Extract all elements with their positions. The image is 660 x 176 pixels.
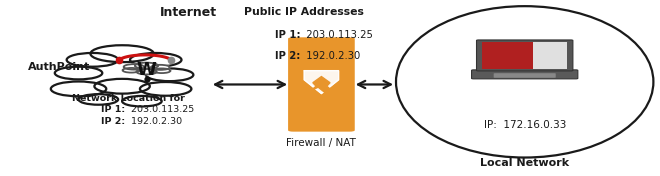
FancyBboxPatch shape <box>471 70 578 79</box>
Circle shape <box>55 67 102 79</box>
Circle shape <box>137 69 156 74</box>
FancyBboxPatch shape <box>482 42 533 69</box>
Text: Network Location for: Network Location for <box>72 94 185 103</box>
Text: IP 2:: IP 2: <box>101 117 125 126</box>
Polygon shape <box>304 71 339 94</box>
Text: Internet: Internet <box>160 6 216 19</box>
Circle shape <box>79 94 118 105</box>
Circle shape <box>153 68 170 73</box>
Text: IP 2:: IP 2: <box>275 51 300 61</box>
FancyBboxPatch shape <box>533 42 567 69</box>
FancyBboxPatch shape <box>477 40 573 71</box>
Text: IP:  172.16.0.33: IP: 172.16.0.33 <box>484 120 566 130</box>
Circle shape <box>135 63 158 69</box>
Circle shape <box>67 53 118 67</box>
Polygon shape <box>310 77 333 92</box>
Text: Local Network: Local Network <box>480 158 570 168</box>
Circle shape <box>123 68 140 73</box>
Text: IP 1:: IP 1: <box>275 30 300 40</box>
Text: Public IP Addresses: Public IP Addresses <box>244 7 364 17</box>
Circle shape <box>130 53 182 67</box>
Circle shape <box>51 81 106 96</box>
Circle shape <box>94 79 150 94</box>
Circle shape <box>151 65 170 70</box>
Circle shape <box>140 82 191 96</box>
Text: 192.0.2.30: 192.0.2.30 <box>125 117 183 126</box>
Circle shape <box>90 45 154 62</box>
Text: Firewall / NAT: Firewall / NAT <box>286 138 356 147</box>
Text: 192.0.2.30: 192.0.2.30 <box>300 51 360 61</box>
FancyBboxPatch shape <box>288 37 355 132</box>
Text: W: W <box>137 61 156 79</box>
Circle shape <box>123 64 144 70</box>
Text: 203.0.113.25: 203.0.113.25 <box>125 105 195 115</box>
Circle shape <box>146 68 193 81</box>
Text: 203.0.113.25: 203.0.113.25 <box>300 30 373 40</box>
Circle shape <box>122 96 162 106</box>
FancyBboxPatch shape <box>494 73 556 78</box>
Text: IP 1:: IP 1: <box>101 105 125 115</box>
Ellipse shape <box>396 6 653 158</box>
Text: AuthPoint: AuthPoint <box>28 62 90 72</box>
